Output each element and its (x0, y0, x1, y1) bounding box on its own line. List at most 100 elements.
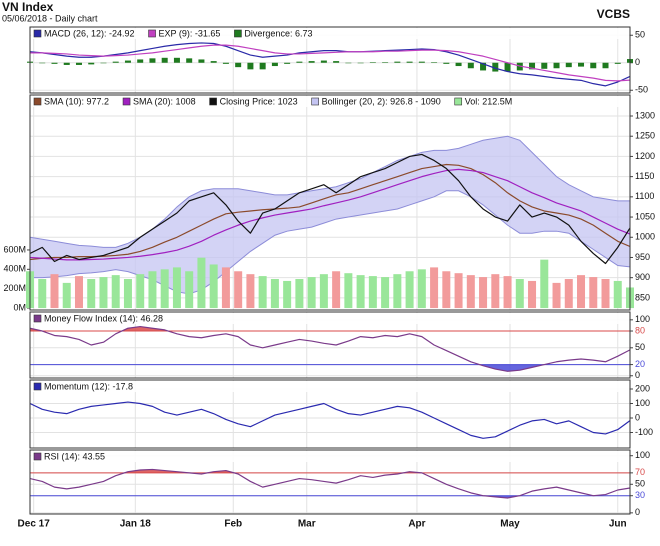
y-tick-label: 0 (635, 57, 640, 67)
legend-swatch (311, 97, 319, 106)
bar (259, 62, 266, 70)
bar (467, 62, 474, 69)
legend-label: SMA (10): 977.2 (44, 96, 109, 106)
panel-border (29, 26, 631, 94)
series-line (30, 163, 630, 261)
bar (295, 279, 304, 309)
y-tick-label: 80 (635, 325, 645, 335)
y-tick-label: 1300 (635, 110, 655, 120)
bar (552, 282, 561, 309)
bar (234, 271, 243, 309)
x-tick-label: Feb (224, 519, 242, 530)
legend-label: Vol: 212.5M (465, 96, 513, 106)
y-tick-label: 100 (635, 398, 650, 408)
bar (307, 277, 316, 309)
y-tick-label: 1200 (635, 151, 655, 161)
bar (51, 62, 58, 64)
bar (344, 273, 353, 309)
bar (198, 59, 205, 63)
bollinger-upper (30, 135, 630, 248)
legend-swatch (33, 314, 42, 323)
y-tick-label: 950 (635, 252, 650, 262)
bar (112, 61, 119, 63)
bar (614, 62, 621, 64)
legend-label: SMA (20): 1008 (133, 96, 196, 106)
bar (492, 62, 499, 72)
x-tick-label: May (500, 519, 520, 530)
bar (479, 277, 488, 309)
bar (417, 269, 426, 309)
bar (491, 274, 500, 309)
legend-background (31, 313, 629, 324)
y-tick-label: 0 (635, 507, 640, 517)
bar (528, 280, 537, 309)
y-tick-label: 50 (635, 30, 645, 40)
y-tick-label: 100 (635, 450, 650, 460)
bar (123, 279, 132, 309)
y-tick-label: 0 (635, 370, 640, 380)
threshold-fill (479, 364, 545, 372)
bar (369, 62, 376, 63)
panel: 850 900 950 1000 1050 1100 1150 1200 1250 1300 0M 2… (3, 94, 655, 312)
bar (503, 276, 512, 309)
panel: -50 0 50 MACD (26, 12): -24.92 EXP (9): -31.… (27, 26, 648, 95)
bar (38, 279, 47, 309)
bar (565, 62, 572, 68)
bar (613, 280, 622, 309)
chart-title: VN Index (2, 0, 54, 14)
bar (442, 271, 451, 309)
x-tick-label: Apr (408, 519, 425, 530)
legend-background (31, 28, 629, 39)
y-tick-label: -50 (635, 85, 648, 95)
y2-tick-label: 600M (3, 244, 26, 254)
bar (345, 62, 352, 64)
bar (368, 276, 377, 309)
bollinger-lower (30, 190, 630, 295)
x-tick-label: Mar (298, 519, 316, 530)
bar (308, 61, 315, 63)
bar (590, 62, 597, 69)
bar (148, 271, 157, 309)
legend-swatch (33, 29, 42, 38)
legend-swatch (148, 29, 156, 38)
x-tick-label: Dec 17 (18, 519, 51, 530)
legend-background (31, 451, 629, 462)
series-line (30, 401, 630, 439)
bar (454, 273, 463, 309)
series-line (30, 325, 630, 372)
legend-swatch (33, 452, 42, 461)
bar (333, 61, 340, 63)
bar (63, 62, 70, 65)
bar (88, 62, 95, 65)
bar (529, 62, 536, 70)
y-tick-label: 0 (635, 412, 640, 422)
bollinger-band (30, 136, 630, 294)
legend-label: RSI (14): 43.55 (44, 451, 105, 461)
bar (553, 62, 560, 69)
bar (540, 259, 549, 309)
bar (235, 62, 242, 68)
bar (62, 282, 71, 309)
bar (222, 62, 229, 64)
bar (160, 269, 169, 309)
bar (258, 276, 267, 309)
bar (185, 271, 194, 309)
legend-label: EXP (9): -31.65 (159, 28, 221, 38)
legend-swatch (33, 97, 42, 106)
bar (480, 62, 487, 71)
y-tick-label: 20 (635, 359, 645, 369)
bar (382, 62, 389, 63)
chart-subtitle: 05/06/2018 - Daily chart (2, 13, 98, 23)
legend-background (31, 96, 629, 107)
bar (271, 62, 278, 67)
bar (270, 279, 279, 309)
bar (197, 257, 206, 309)
bar (296, 61, 303, 63)
bar (124, 60, 131, 63)
series-line (30, 168, 630, 261)
bar (137, 59, 144, 63)
bar (87, 279, 96, 309)
bar (406, 61, 413, 63)
